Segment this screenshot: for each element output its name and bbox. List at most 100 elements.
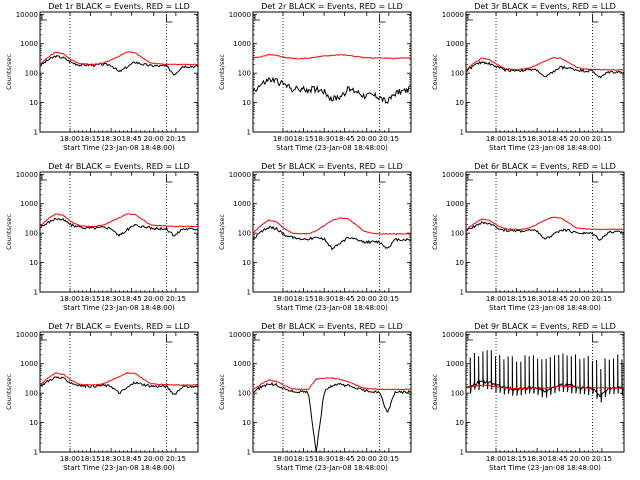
series-line-lld-red [252, 53, 412, 60]
y-axis-label: Counts/sec [5, 54, 13, 90]
x-tick-label: 18:30 [527, 135, 547, 143]
x-tick-label: 18:45 [548, 455, 568, 463]
top-right-marker [592, 174, 599, 183]
x-tick-label: 18:15 [506, 135, 526, 143]
x-tick-label: 20:00 [357, 455, 377, 463]
y-tick-label: 1 [247, 449, 251, 457]
y-tick-label: 10000 [229, 331, 251, 339]
y-tick-label: 1000 [233, 40, 251, 48]
series-line-lld-red [465, 384, 624, 390]
x-tick-label: 20:15 [592, 455, 612, 463]
x-tick-label: 18:00 [273, 455, 293, 463]
y-tick-label: 1000 [233, 200, 251, 208]
y-tick-label: 1 [460, 289, 464, 297]
top-left-marker [41, 14, 47, 21]
series-line-events-black [465, 60, 625, 79]
y-tick-label: 100 [238, 70, 251, 78]
y-tick-label: 10000 [16, 331, 38, 339]
y-axis-label: Counts/sec [218, 374, 226, 410]
series-line-events-black [252, 225, 412, 251]
series-line-lld-red [252, 217, 412, 235]
plot-frame [465, 331, 625, 453]
series-line-lld-red [465, 216, 625, 231]
top-right-marker [592, 14, 599, 23]
y-tick-label: 1 [460, 129, 464, 137]
y-axis-label: Counts/sec [5, 374, 13, 410]
y-tick-label: 10 [29, 259, 38, 267]
x-axis-label: Start Time (23-Jan-08 18:48:00) [63, 144, 175, 152]
panel-det-8: Det 8r BLACK = Events, RED = LLD 1 10 100 10… [218, 322, 412, 472]
top-right-marker [166, 174, 173, 183]
top-left-marker [467, 334, 473, 341]
x-axis-label: Start Time (23-Jan-08 18:48:00) [276, 304, 388, 312]
top-right-marker [592, 334, 599, 343]
panel-det-5: Det 5r BLACK = Events, RED = LLD 1 10 100 10… [218, 162, 412, 312]
x-axis-label: Start Time (23-Jan-08 18:48:00) [276, 464, 388, 472]
x-tick-label: 20:00 [570, 455, 590, 463]
y-axis-label: Counts/sec [431, 214, 439, 250]
y-tick-label: 1000 [233, 360, 251, 368]
panel-title: Det 1r BLACK = Events, RED = LLD [48, 2, 190, 11]
y-tick-label: 10000 [229, 171, 251, 179]
x-tick-label: 18:15 [293, 455, 313, 463]
x-tick-label: 20:15 [592, 295, 612, 303]
top-right-marker [379, 174, 386, 183]
y-tick-label: 1 [460, 449, 464, 457]
x-tick-label: 20:00 [357, 135, 377, 143]
panel-title: Det 8r BLACK = Events, RED = LLD [261, 322, 403, 331]
top-left-marker [467, 174, 473, 181]
y-tick-label: 10 [242, 259, 251, 267]
y-tick-label: 10000 [442, 171, 464, 179]
y-tick-label: 1000 [20, 40, 38, 48]
panel-det-9: Det 9r BLACK = Events, RED = LLD 1 10 100 10… [431, 322, 625, 472]
series-line-events-black [252, 76, 411, 104]
series-line-events-black [465, 221, 625, 241]
x-tick-label: 18:15 [80, 135, 100, 143]
x-tick-label: 18:45 [335, 455, 355, 463]
y-tick-label: 100 [25, 70, 38, 78]
series-line-events-black [39, 376, 199, 395]
series-line-events-black [252, 381, 412, 453]
x-tick-label: 18:45 [335, 135, 355, 143]
x-tick-label: 18:45 [335, 295, 355, 303]
y-tick-label: 10 [242, 419, 251, 427]
panel-title: Det 6r BLACK = Events, RED = LLD [474, 162, 616, 171]
x-tick-label: 18:30 [101, 295, 121, 303]
x-tick-label: 18:45 [548, 295, 568, 303]
y-tick-label: 1 [34, 449, 38, 457]
x-tick-label: 20:00 [144, 135, 164, 143]
plot-frame [39, 331, 199, 453]
y-tick-label: 100 [238, 390, 251, 398]
panel-det-1: Det 1r BLACK = Events, RED = LLD 1 10 100 10… [5, 2, 199, 152]
x-tick-label: 18:00 [60, 135, 80, 143]
y-tick-label: 1 [247, 289, 251, 297]
panel-title: Det 4r BLACK = Events, RED = LLD [48, 162, 190, 171]
x-axis-label: Start Time (23-Jan-08 18:48:00) [63, 464, 175, 472]
top-right-marker [166, 334, 173, 343]
plot-frame [252, 11, 412, 133]
plot-frame [39, 11, 199, 133]
plot-frame [252, 171, 412, 293]
x-tick-label: 18:30 [527, 455, 547, 463]
y-tick-label: 100 [238, 230, 251, 238]
y-tick-label: 10000 [229, 11, 251, 19]
x-tick-label: 20:00 [144, 295, 164, 303]
y-tick-label: 1 [247, 129, 251, 137]
x-tick-label: 18:30 [101, 135, 121, 143]
panel-det-6: Det 6r BLACK = Events, RED = LLD 1 10 100 10… [431, 162, 625, 312]
x-axis-label: Start Time (23-Jan-08 18:48:00) [276, 144, 388, 152]
series-line-lld-red [252, 377, 412, 391]
y-axis-label: Counts/sec [431, 54, 439, 90]
series-line-events-black [465, 350, 625, 403]
x-tick-label: 18:00 [60, 295, 80, 303]
x-tick-label: 18:30 [101, 455, 121, 463]
y-axis-label: Counts/sec [218, 54, 226, 90]
panel-title: Det 2r BLACK = Events, RED = LLD [261, 2, 403, 11]
y-tick-label: 10 [29, 99, 38, 107]
x-tick-label: 18:15 [506, 295, 526, 303]
top-right-marker [166, 14, 173, 23]
x-tick-label: 20:00 [570, 295, 590, 303]
series-line-lld-red [39, 372, 198, 386]
series-line-events-black [39, 54, 199, 76]
